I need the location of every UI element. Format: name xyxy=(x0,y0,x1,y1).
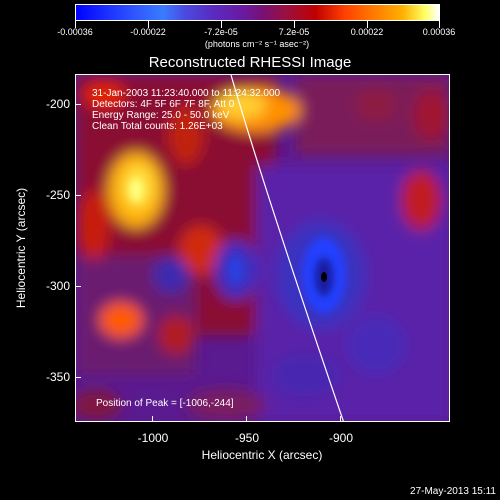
y-tick-label: -300 xyxy=(45,279,70,293)
peak-position-label: Position of Peak = [-1006,-244] xyxy=(96,398,234,409)
y-tick xyxy=(75,286,81,287)
image-plot: 31-Jan-2003 11:23:40.000 to 11:24:32.000… xyxy=(75,74,450,422)
y-tick xyxy=(75,195,81,196)
image-title: Reconstructed RHESSI Image xyxy=(148,54,352,71)
colorbar-tick-label: 0.00022 xyxy=(350,27,384,37)
colorbar-tick-label: 0.00036 xyxy=(422,27,456,37)
colorbar-units: (photons cm⁻² s⁻¹ asec⁻²) xyxy=(204,39,310,49)
colorbar xyxy=(75,4,440,21)
colorbar-tick-label: -7.2e-05 xyxy=(204,27,238,37)
detectors-label: Detectors: 4F 5F 6F 7F 8F, Att 0 xyxy=(92,99,235,110)
colorbar-tick xyxy=(439,21,440,28)
y-tick xyxy=(75,104,81,105)
y-tick-label: -200 xyxy=(45,97,70,111)
x-tick-label: -900 xyxy=(328,431,354,445)
y-tick-label: -250 xyxy=(45,188,70,202)
y-axis-label: Heliocentric Y (arcsec) xyxy=(14,187,28,309)
colorbar-tick-label: -0.00036 xyxy=(57,27,93,37)
x-tick xyxy=(340,416,341,422)
colorbar-tick xyxy=(148,21,149,28)
clean-counts-label: Clean Total counts: 1.26E+03 xyxy=(92,121,223,132)
energy-range-label: Energy Range: 25.0 - 50.0 keV xyxy=(92,110,230,121)
y-tick-label: -350 xyxy=(45,370,70,384)
colorbar-tick xyxy=(367,21,368,28)
rhessi-image xyxy=(76,75,449,421)
solar-limb-line xyxy=(230,75,344,421)
colorbar-tick-label: -0.00022 xyxy=(130,27,166,37)
x-axis-label: Heliocentric X (arcsec) xyxy=(201,448,323,462)
generated-timestamp: 27-May-2013 15:11 xyxy=(410,486,496,497)
x-tick xyxy=(152,416,153,422)
x-tick xyxy=(246,416,247,422)
y-tick xyxy=(75,377,81,378)
colorbar-tick xyxy=(221,21,222,28)
time-range-label: 31-Jan-2003 11:23:40.000 to 11:24:32.000 xyxy=(92,88,281,99)
x-tick-label: -950 xyxy=(234,431,260,445)
colorbar-tick xyxy=(294,21,295,28)
colorbar-tick xyxy=(75,21,76,28)
colorbar-tick-label: 7.2e-05 xyxy=(278,27,310,37)
x-tick-label: -1000 xyxy=(137,431,169,445)
